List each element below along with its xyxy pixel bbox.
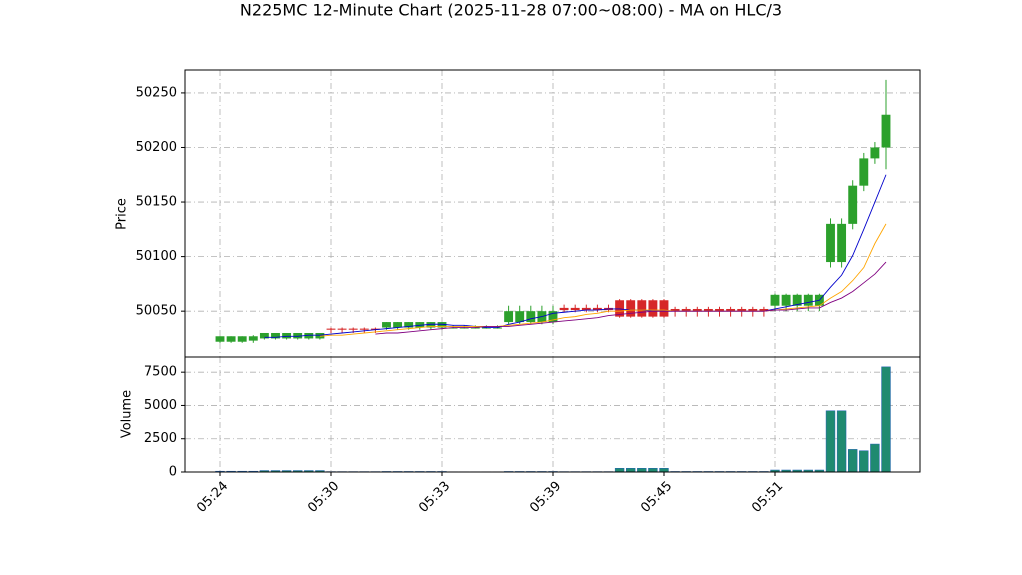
candle-body [759, 308, 769, 312]
candle-body [415, 322, 425, 328]
candle-body [659, 300, 669, 317]
candle-body [359, 328, 369, 330]
candle-body [559, 307, 569, 311]
candle-body [837, 223, 847, 263]
candle-body [581, 307, 591, 311]
candle-body [870, 147, 880, 159]
y-tick-label: 50250 [136, 85, 177, 100]
chart-title: N225MC 12-Minute Chart (2025-11-28 07:00… [240, 1, 782, 20]
candle-body [226, 336, 236, 342]
volume-bar [859, 450, 869, 473]
candle-body [470, 327, 480, 329]
candle-body [282, 332, 292, 339]
y-tick-label: 5000 [144, 398, 177, 413]
candle-body [326, 328, 336, 330]
candle-body [626, 300, 636, 317]
candle-body [726, 308, 736, 312]
candle-body [737, 308, 747, 312]
ma-line [319, 223, 887, 337]
candle-body [259, 332, 269, 339]
candle-body [748, 308, 758, 312]
candle-body [570, 307, 580, 311]
candle-body [248, 336, 258, 341]
candle-body [271, 332, 280, 339]
candle-body [215, 336, 225, 342]
y-axis-label: Volume [120, 390, 135, 438]
volume-bar [848, 449, 858, 473]
candle-body [237, 336, 247, 342]
candle-body [681, 308, 691, 312]
volume-bar [637, 468, 647, 473]
candle-body [426, 322, 436, 328]
ma-line [264, 174, 887, 338]
y-tick-label: 0 [169, 465, 177, 480]
volume-bar [614, 468, 625, 473]
candle-body [848, 185, 858, 224]
y-tick-label: 50050 [136, 304, 177, 319]
y-axis-label: Price [115, 198, 130, 230]
candle-body [370, 328, 380, 330]
candle-body [481, 327, 491, 329]
candle-body [448, 327, 458, 329]
volume-bar [870, 443, 880, 473]
candle-body [770, 294, 780, 306]
candle-body [692, 308, 702, 312]
candle-body [393, 322, 403, 328]
volume-bar [836, 410, 847, 473]
candle-body [826, 223, 835, 263]
candle-body [382, 322, 391, 328]
y-tick-label: 50200 [136, 140, 177, 155]
y-tick-label: 2500 [144, 431, 177, 446]
candle-body [648, 300, 658, 317]
candle-body [548, 311, 558, 323]
volume-bar [825, 410, 836, 473]
candle-body [515, 311, 525, 323]
volume-bar [881, 366, 891, 473]
candle-body [715, 308, 724, 312]
candle-body [703, 308, 713, 312]
y-tick-label: 50100 [136, 249, 177, 264]
candle-body [504, 311, 514, 323]
axes-frame [184, 356, 921, 473]
candle-body [592, 307, 602, 311]
candle-body [803, 294, 813, 306]
candle-body [526, 311, 536, 323]
volume-bar [648, 468, 658, 473]
candle-body [637, 300, 647, 317]
volume-bar [659, 468, 669, 473]
candle-body [315, 332, 325, 339]
candle-body [404, 322, 414, 328]
candle-body [859, 158, 869, 186]
candle-body [493, 327, 502, 329]
candle-body [792, 294, 802, 306]
candle-body [348, 328, 358, 330]
candle-body [670, 308, 680, 312]
candle-body [337, 328, 347, 330]
y-tick-label: 50150 [136, 195, 177, 210]
candle-body [781, 294, 791, 306]
volume-bar [626, 468, 636, 473]
candle-body [881, 114, 891, 148]
ma-line [375, 261, 887, 335]
y-tick-label: 7500 [144, 365, 177, 380]
candle-body [304, 332, 314, 339]
candle-body [293, 332, 303, 339]
candle-body [437, 322, 447, 328]
candle-body [459, 327, 469, 329]
candle-body [615, 300, 625, 317]
